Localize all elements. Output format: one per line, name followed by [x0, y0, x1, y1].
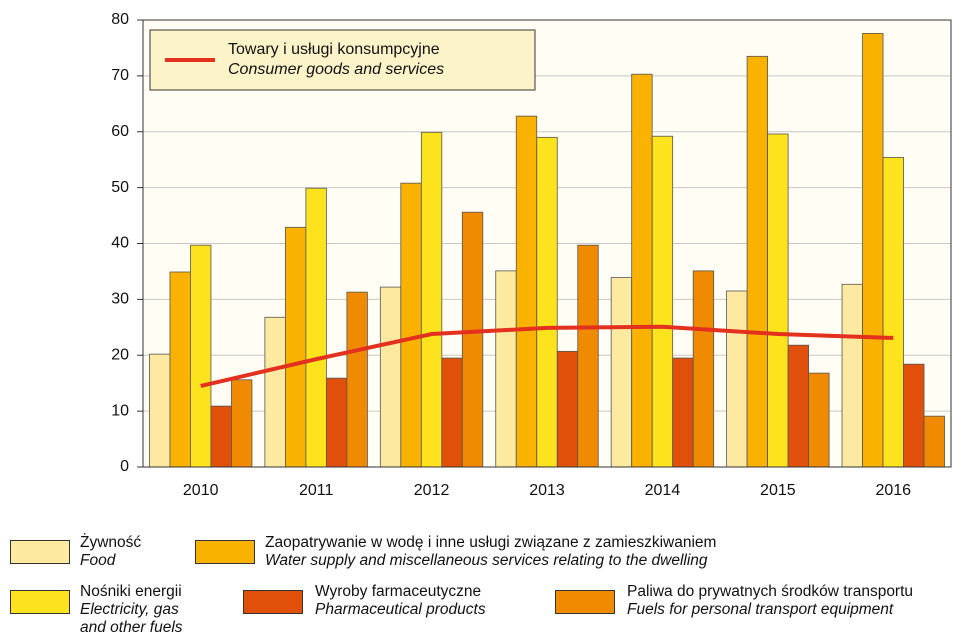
- bar: [672, 357, 694, 468]
- legend-swatch: [555, 590, 615, 614]
- bar: [284, 226, 307, 468]
- bar: [441, 357, 463, 468]
- legend-label-en: Pharmaceutical products: [315, 601, 486, 618]
- y-tick-label: 80: [111, 11, 129, 28]
- y-tick-label: 30: [111, 291, 129, 308]
- bar: [610, 277, 633, 468]
- legend-label-en: Fuels for personal transport equipment: [627, 601, 894, 618]
- legend-swatch: [243, 590, 303, 614]
- bar: [841, 283, 863, 468]
- legend-label: Wyroby farmaceutyczne: [315, 583, 482, 600]
- plot-frame: [142, 19, 952, 468]
- legend-label: Towary i usługi konsumpcyjne: [228, 41, 440, 58]
- bar: [190, 244, 212, 468]
- y-tick-label: 40: [111, 235, 129, 252]
- legend-label: Paliwa do prywatnych środków transportu: [627, 583, 914, 600]
- bar: [692, 270, 715, 468]
- bar: [264, 316, 286, 468]
- legend-label: Żywność: [80, 534, 142, 551]
- bar: [379, 286, 402, 468]
- bar: [325, 377, 348, 468]
- bar: [862, 33, 884, 468]
- bar: [577, 244, 599, 468]
- legend-swatch: [10, 590, 70, 614]
- y-tick-label: 50: [111, 179, 129, 196]
- line: [200, 324, 894, 388]
- bar: [631, 73, 653, 468]
- bar: [461, 211, 484, 468]
- bar: [556, 350, 579, 468]
- legend-swatch: [195, 540, 255, 564]
- legend-label: Nośniki energii: [80, 583, 182, 600]
- bar: [305, 187, 327, 468]
- x-tick-label: 2012: [414, 482, 450, 499]
- bar: [400, 182, 422, 468]
- legend-label-en: Water supply and miscellaneous services …: [265, 552, 708, 569]
- y-tick-label: 10: [111, 402, 129, 419]
- y-tick-label: 20: [111, 346, 129, 363]
- bar: [903, 363, 925, 468]
- bar: [495, 270, 517, 468]
- legend-label-en: Food: [80, 552, 116, 569]
- bar: [923, 415, 945, 468]
- legend-entry: Wyroby farmaceutyczne Pharmaceutical prod…: [315, 583, 486, 619]
- x-tick-label: 2010: [183, 482, 219, 499]
- bar: [346, 291, 368, 468]
- bar: [231, 379, 253, 468]
- x-tick-label: 2016: [875, 482, 911, 499]
- bar: [787, 344, 810, 468]
- x-tick-label: 2014: [645, 482, 681, 499]
- bar: [767, 133, 789, 468]
- legend-swatch: [10, 540, 70, 564]
- bar: [515, 115, 538, 468]
- legend-entry: Paliwa do prywatnych środków transportu F…: [627, 583, 917, 619]
- legend-entry: Nośniki energii Electricity, gas and othe…: [80, 583, 198, 637]
- legend-entry: Zaopatrywanie w wodę i inne usługi związ…: [265, 534, 716, 570]
- bar: [808, 372, 830, 468]
- bar: [882, 157, 904, 468]
- bar: [726, 290, 748, 468]
- bar: [210, 405, 232, 468]
- y-tick-label: 70: [111, 67, 129, 84]
- legend-label-en: Electricity, gas and other fuels: [80, 601, 183, 636]
- legend-label-en: Consumer goods and services: [228, 61, 444, 78]
- bar: [746, 55, 769, 468]
- bar: [420, 131, 443, 468]
- y-tick-label: 60: [111, 123, 129, 140]
- legend-entry: Żywność Food: [80, 534, 141, 570]
- y-tick-label: 0: [120, 458, 129, 475]
- bar: [536, 136, 558, 468]
- x-tick-label: 2015: [760, 482, 796, 499]
- x-tick-label: 2011: [299, 482, 334, 499]
- legend-label: Zaopatrywanie w wodę i inne usługi związ…: [265, 534, 717, 551]
- x-tick-label: 2013: [529, 482, 565, 499]
- bar: [651, 135, 674, 468]
- bar: [169, 271, 191, 468]
- bar: [149, 353, 171, 468]
